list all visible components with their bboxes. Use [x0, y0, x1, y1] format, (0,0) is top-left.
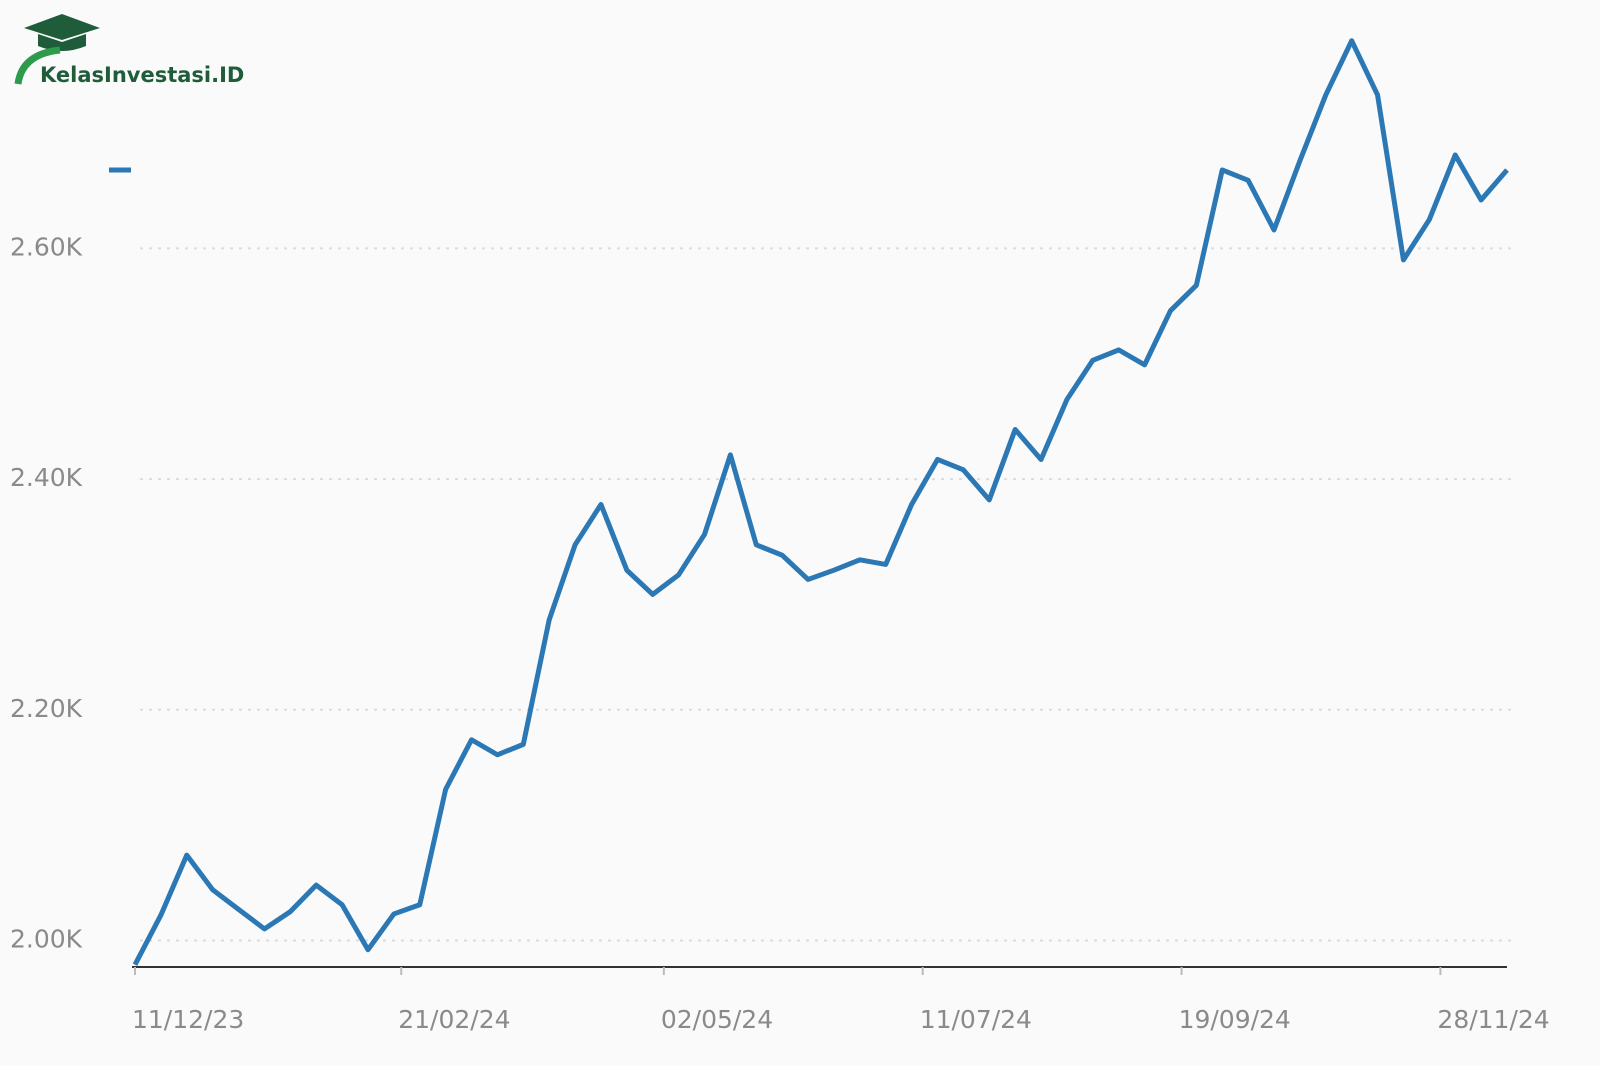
price-line — [132, 38, 1509, 966]
logo-text: KelasInvestasi.ID — [40, 63, 244, 87]
logo-cap-base — [38, 34, 86, 51]
logo-arc — [14, 46, 61, 85]
x-tick-label: 28/11/24 — [1437, 1005, 1549, 1034]
y-tick-label: 2.60K — [10, 232, 83, 261]
x-tick-label: 21/02/24 — [398, 1005, 510, 1034]
x-tick-label: 02/05/24 — [661, 1005, 773, 1034]
x-tick-label: 19/09/24 — [1179, 1005, 1291, 1034]
y-tick-label: 2.20K — [10, 694, 83, 723]
x-tick-label: 11/12/23 — [132, 1005, 244, 1034]
y-tick-label: 2.00K — [10, 924, 83, 953]
y-tick-label: 2.40K — [10, 463, 83, 492]
logo-cap — [24, 14, 100, 40]
x-tick-label: 11/07/24 — [920, 1005, 1032, 1034]
logo: KelasInvestasi.ID — [14, 14, 244, 87]
